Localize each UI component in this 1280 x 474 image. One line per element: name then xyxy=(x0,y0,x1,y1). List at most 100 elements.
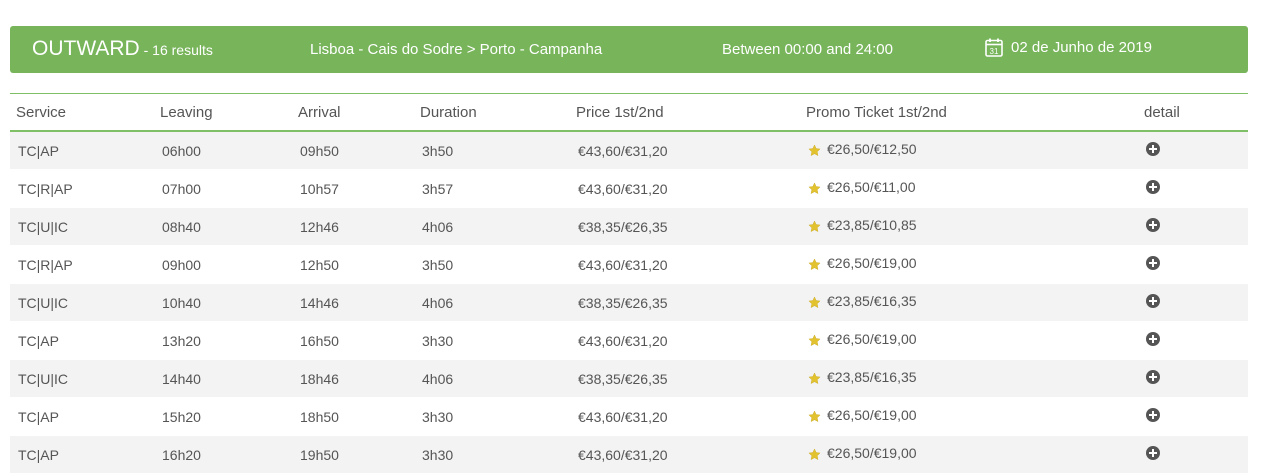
promo-price: €26,50/€19,00 xyxy=(827,407,917,423)
table-row: TC|AP 06h00 09h50 3h50 €43,60/€31,20 €26,50/€… xyxy=(10,131,1248,170)
promo-cell: €26,50/€19,00 xyxy=(800,397,1138,436)
star-icon xyxy=(808,372,821,388)
duration-cell: 3h50 xyxy=(414,245,570,284)
column-header-arrival: Arrival xyxy=(292,93,414,132)
results-count: - 16 results xyxy=(139,42,213,58)
promo-price: €23,85/€16,35 xyxy=(827,369,917,385)
duration-cell: 4h06 xyxy=(414,283,570,322)
price-cell: €38,35/€26,35 xyxy=(570,283,800,322)
price-cell: €43,60/€31,20 xyxy=(570,321,800,360)
promo-cell: €26,50/€19,00 xyxy=(800,321,1138,360)
service-cell: TC|U|IC xyxy=(10,207,154,246)
detail-cell xyxy=(1138,245,1248,284)
leaving-cell: 06h00 xyxy=(154,131,292,170)
arrival-cell: 19h50 xyxy=(292,435,414,474)
promo-price: €26,50/€12,50 xyxy=(827,141,917,157)
plus-circle-icon[interactable] xyxy=(1146,142,1160,156)
plus-circle-icon[interactable] xyxy=(1146,408,1160,422)
price-cell: €43,60/€31,20 xyxy=(570,169,800,208)
star-icon xyxy=(808,296,821,312)
price-cell: €38,35/€26,35 xyxy=(570,207,800,246)
duration-cell: 3h57 xyxy=(414,169,570,208)
promo-price: €26,50/€19,00 xyxy=(827,255,917,271)
service-cell: TC|AP xyxy=(10,131,154,170)
column-header-service: Service xyxy=(10,93,154,132)
column-header-detail: detail xyxy=(1138,93,1248,132)
calendar-icon: 31 xyxy=(985,38,1003,57)
outward-banner: OUTWARD - 16 results Lisboa - Cais do So… xyxy=(10,26,1248,73)
star-icon xyxy=(808,334,821,350)
service-cell: TC|AP xyxy=(10,435,154,474)
plus-circle-icon[interactable] xyxy=(1146,446,1160,460)
column-header-leaving: Leaving xyxy=(154,93,292,132)
table-row: TC|R|AP 07h00 10h57 3h57 €43,60/€31,20 €26,50… xyxy=(10,169,1248,208)
arrival-cell: 18h46 xyxy=(292,359,414,398)
service-cell: TC|U|IC xyxy=(10,359,154,398)
results-table: Service Leaving Arrival Duration Price 1… xyxy=(10,93,1248,474)
travel-date: 31 02 de Junho de 2019 xyxy=(985,38,1152,57)
duration-cell: 3h30 xyxy=(414,397,570,436)
detail-cell xyxy=(1138,131,1248,170)
table-row: TC|AP 16h20 19h50 3h30 €43,60/€31,20 €26,50/€… xyxy=(10,435,1248,474)
detail-cell xyxy=(1138,359,1248,398)
detail-cell xyxy=(1138,397,1248,436)
plus-circle-icon[interactable] xyxy=(1146,294,1160,308)
detail-cell xyxy=(1138,435,1248,474)
star-icon xyxy=(808,144,821,160)
plus-circle-icon[interactable] xyxy=(1146,218,1160,232)
table-row: TC|R|AP 09h00 12h50 3h50 €43,60/€31,20 €26,50… xyxy=(10,245,1248,284)
leaving-cell: 10h40 xyxy=(154,283,292,322)
detail-cell xyxy=(1138,207,1248,246)
service-cell: TC|U|IC xyxy=(10,283,154,322)
promo-price: €26,50/€11,00 xyxy=(827,179,916,195)
table-row: TC|AP 13h20 16h50 3h30 €43,60/€31,20 €26,50/€… xyxy=(10,321,1248,360)
direction-label: OUTWARD xyxy=(32,37,140,60)
table-row: TC|U|IC 08h40 12h46 4h06 €38,35/€26,35 €23,85… xyxy=(10,207,1248,246)
price-cell: €43,60/€31,20 xyxy=(570,397,800,436)
promo-cell: €26,50/€19,00 xyxy=(800,435,1138,474)
price-cell: €38,35/€26,35 xyxy=(570,359,800,398)
table-header-row: Service Leaving Arrival Duration Price 1… xyxy=(10,93,1248,132)
date-label: 02 de Junho de 2019 xyxy=(1011,39,1152,56)
price-cell: €43,60/€31,20 xyxy=(570,245,800,284)
plus-circle-icon[interactable] xyxy=(1146,180,1160,194)
table-row: TC|U|IC 14h40 18h46 4h06 €38,35/€26,35 €23,85… xyxy=(10,359,1248,398)
promo-price: €23,85/€10,85 xyxy=(827,217,917,233)
promo-cell: €23,85/€16,35 xyxy=(800,359,1138,398)
table-row: TC|AP 15h20 18h50 3h30 €43,60/€31,20 €26,50/€… xyxy=(10,397,1248,436)
star-icon xyxy=(808,258,821,274)
column-header-promo: Promo Ticket 1st/2nd xyxy=(800,93,1138,132)
leaving-cell: 15h20 xyxy=(154,397,292,436)
time-range-label: Between 00:00 and 24:00 xyxy=(722,41,893,58)
detail-cell xyxy=(1138,321,1248,360)
promo-cell: €23,85/€10,85 xyxy=(800,207,1138,246)
leaving-cell: 08h40 xyxy=(154,207,292,246)
leaving-cell: 13h20 xyxy=(154,321,292,360)
promo-cell: €26,50/€19,00 xyxy=(800,245,1138,284)
arrival-cell: 12h50 xyxy=(292,245,414,284)
detail-cell xyxy=(1138,169,1248,208)
service-cell: TC|R|AP xyxy=(10,169,154,208)
detail-cell xyxy=(1138,283,1248,322)
table-row: TC|U|IC 10h40 14h46 4h06 €38,35/€26,35 €23,85… xyxy=(10,283,1248,322)
arrival-cell: 09h50 xyxy=(292,131,414,170)
service-cell: TC|AP xyxy=(10,321,154,360)
star-icon xyxy=(808,410,821,426)
route-label: Lisboa - Cais do Sodre > Porto - Campanh… xyxy=(310,41,603,58)
promo-price: €26,50/€19,00 xyxy=(827,331,917,347)
star-icon xyxy=(808,220,821,236)
star-icon xyxy=(808,448,821,464)
duration-cell: 4h06 xyxy=(414,207,570,246)
leaving-cell: 16h20 xyxy=(154,435,292,474)
column-header-duration: Duration xyxy=(414,93,570,132)
plus-circle-icon[interactable] xyxy=(1146,370,1160,384)
plus-circle-icon[interactable] xyxy=(1146,332,1160,346)
leaving-cell: 14h40 xyxy=(154,359,292,398)
duration-cell: 3h50 xyxy=(414,131,570,170)
promo-cell: €26,50/€12,50 xyxy=(800,131,1138,170)
arrival-cell: 18h50 xyxy=(292,397,414,436)
duration-cell: 3h30 xyxy=(414,321,570,360)
plus-circle-icon[interactable] xyxy=(1146,256,1160,270)
duration-cell: 4h06 xyxy=(414,359,570,398)
arrival-cell: 12h46 xyxy=(292,207,414,246)
